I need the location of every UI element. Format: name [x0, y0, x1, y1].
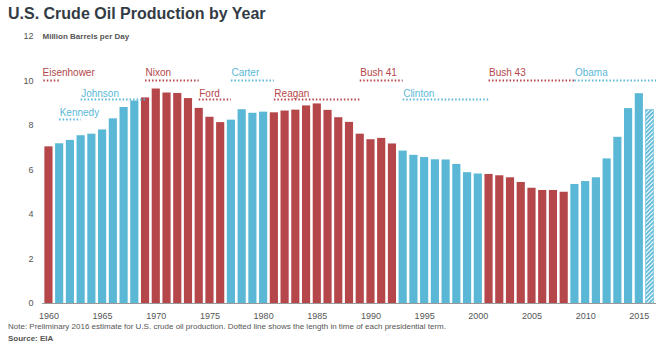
svg-text:Nixon: Nixon	[146, 67, 172, 78]
svg-text:1960: 1960	[39, 311, 59, 321]
svg-text:Carter: Carter	[231, 67, 259, 78]
svg-text:1970: 1970	[146, 311, 166, 321]
svg-text:2010: 2010	[576, 311, 596, 321]
svg-text:Obama: Obama	[575, 67, 608, 78]
svg-text:Million Barrels per Day: Million Barrels per Day	[43, 32, 130, 41]
html-text:Source: EIA: Source: EIA	[8, 334, 54, 343]
svg-text:Ford: Ford	[199, 88, 220, 99]
svg-text:1965: 1965	[93, 311, 113, 321]
svg-text:Eisenhower: Eisenhower	[43, 67, 96, 78]
svg-text:6: 6	[28, 165, 33, 175]
svg-text:1980: 1980	[254, 311, 274, 321]
svg-text:1975: 1975	[200, 311, 220, 321]
svg-text:1985: 1985	[307, 311, 327, 321]
svg-text:Bush 43: Bush 43	[489, 67, 526, 78]
svg-text:10: 10	[23, 76, 33, 86]
svg-text:Kennedy: Kennedy	[60, 107, 99, 118]
html-text:Note: Preliminary 2016 estimat: Note: Preliminary 2016 estimate for U.S.…	[8, 322, 446, 331]
svg-text:1990: 1990	[361, 311, 381, 321]
svg-text:Reagan: Reagan	[274, 88, 309, 99]
html-text:U.S. Crude Oil Production by Y: U.S. Crude Oil Production by Year	[8, 5, 266, 22]
svg-text:4: 4	[28, 209, 33, 219]
svg-text:2005: 2005	[522, 311, 542, 321]
svg-text:2: 2	[28, 254, 33, 264]
svg-text:Johnson: Johnson	[81, 88, 119, 99]
svg-text:0: 0	[28, 298, 33, 308]
svg-text:Bush 41: Bush 41	[360, 67, 397, 78]
svg-text:Clinton: Clinton	[403, 88, 434, 99]
svg-text:12: 12	[23, 31, 33, 41]
svg-text:8: 8	[28, 120, 33, 130]
svg-text:1995: 1995	[415, 311, 435, 321]
svg-text:2000: 2000	[468, 311, 488, 321]
svg-text:2015: 2015	[629, 311, 649, 321]
